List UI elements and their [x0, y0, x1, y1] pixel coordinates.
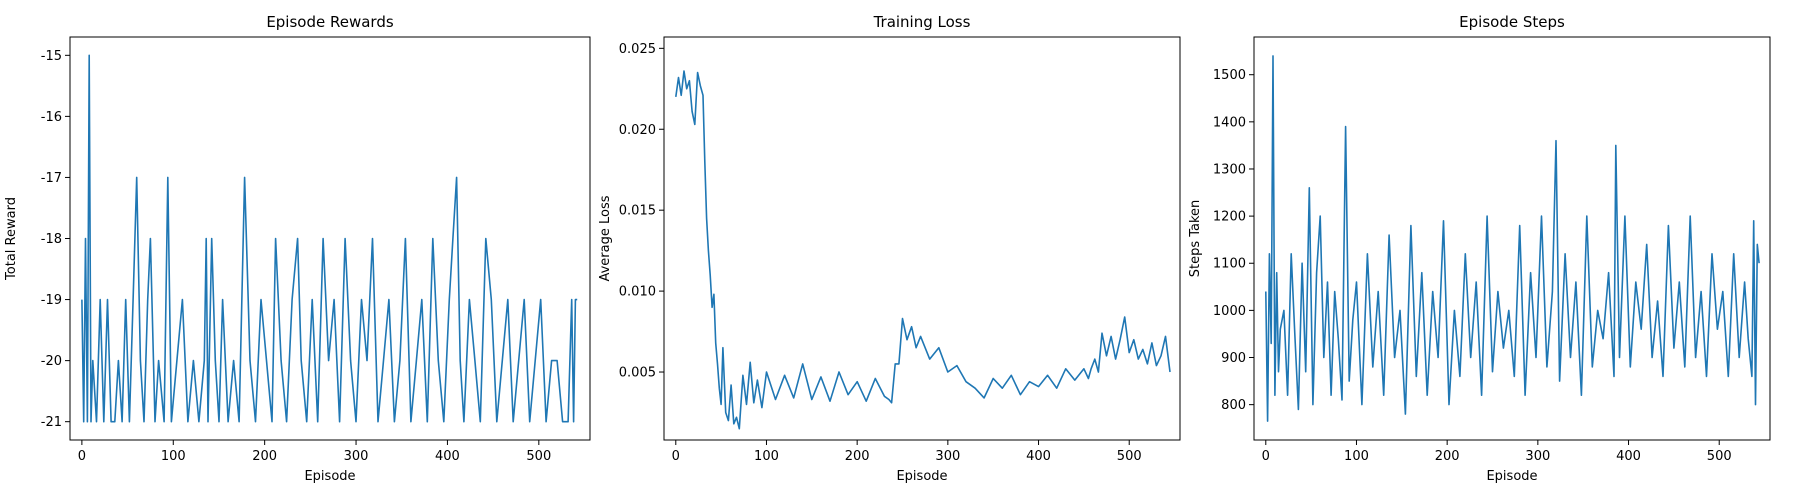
y-axis-label: Total Reward	[4, 197, 19, 281]
x-tick-label: 100	[161, 449, 186, 464]
x-tick-label: 100	[1344, 449, 1369, 464]
y-tick-label: -16	[41, 110, 62, 125]
x-tick-label: 300	[935, 449, 960, 464]
x-tick-label: 0	[672, 449, 680, 464]
y-tick-label: -18	[41, 232, 62, 247]
y-tick-label: 1000	[1213, 304, 1246, 319]
axes-frame	[1253, 36, 1771, 441]
y-tick-label: 900	[1221, 351, 1246, 366]
x-tick-label: 0	[1262, 449, 1270, 464]
chart-title: Episode Steps	[1459, 13, 1565, 31]
x-tick-label: 400	[1616, 449, 1641, 464]
x-tick-label: 400	[1026, 449, 1051, 464]
x-tick-label: 500	[1117, 449, 1142, 464]
series-line	[1265, 55, 1760, 422]
axes-frame	[663, 36, 1181, 441]
y-tick-label: 800	[1221, 398, 1246, 413]
x-tick-label: 0	[78, 449, 86, 464]
y-tick-label: 1300	[1213, 162, 1246, 177]
y-tick-label: 0.020	[619, 123, 656, 138]
y-tick-label: 1500	[1213, 68, 1246, 83]
y-tick-label: -17	[41, 171, 62, 186]
subplot-episode-rewards: Episode Rewards Episode Total Reward 0 10…	[4, 13, 591, 484]
y-tick-label: 0.010	[619, 285, 656, 300]
x-tick-label: 500	[1707, 449, 1732, 464]
y-tick-label: -15	[41, 49, 62, 64]
x-tick-label: 200	[252, 449, 277, 464]
x-tick-label: 200	[845, 449, 870, 464]
x-axis-label: Episode	[304, 469, 355, 484]
y-tick-label: 1200	[1213, 210, 1246, 225]
y-tick-label: 1100	[1213, 257, 1246, 272]
x-axis-label: Episode	[896, 469, 947, 484]
x-tick-label: 500	[526, 449, 551, 464]
y-tick-label: -19	[41, 293, 62, 308]
y-tick-label: -21	[41, 415, 62, 430]
chart-title: Episode Rewards	[266, 13, 394, 31]
y-tick-label: 0.005	[619, 366, 656, 381]
y-axis-label: Steps Taken	[1188, 200, 1203, 278]
x-tick-label: 200	[1435, 449, 1460, 464]
x-tick-label: 400	[435, 449, 460, 464]
x-tick-label: 300	[344, 449, 369, 464]
x-tick-label: 100	[754, 449, 779, 464]
chart-title: Training Loss	[873, 13, 971, 31]
series-line	[675, 70, 1171, 430]
x-axis-label: Episode	[1486, 469, 1537, 484]
y-tick-label: -20	[41, 354, 62, 369]
subplot-episode-steps: Episode Steps Episode Steps Taken 0 100 20…	[1188, 13, 1771, 484]
series-line	[81, 54, 578, 423]
subplot-training-loss: Training Loss Episode Average Loss 0 100 2…	[598, 13, 1181, 484]
y-axis-label: Average Loss	[598, 195, 613, 281]
y-tick-label: 0.015	[619, 204, 656, 219]
x-tick-label: 300	[1525, 449, 1550, 464]
y-tick-label: 1400	[1213, 115, 1246, 130]
y-tick-label: 0.025	[619, 42, 656, 57]
